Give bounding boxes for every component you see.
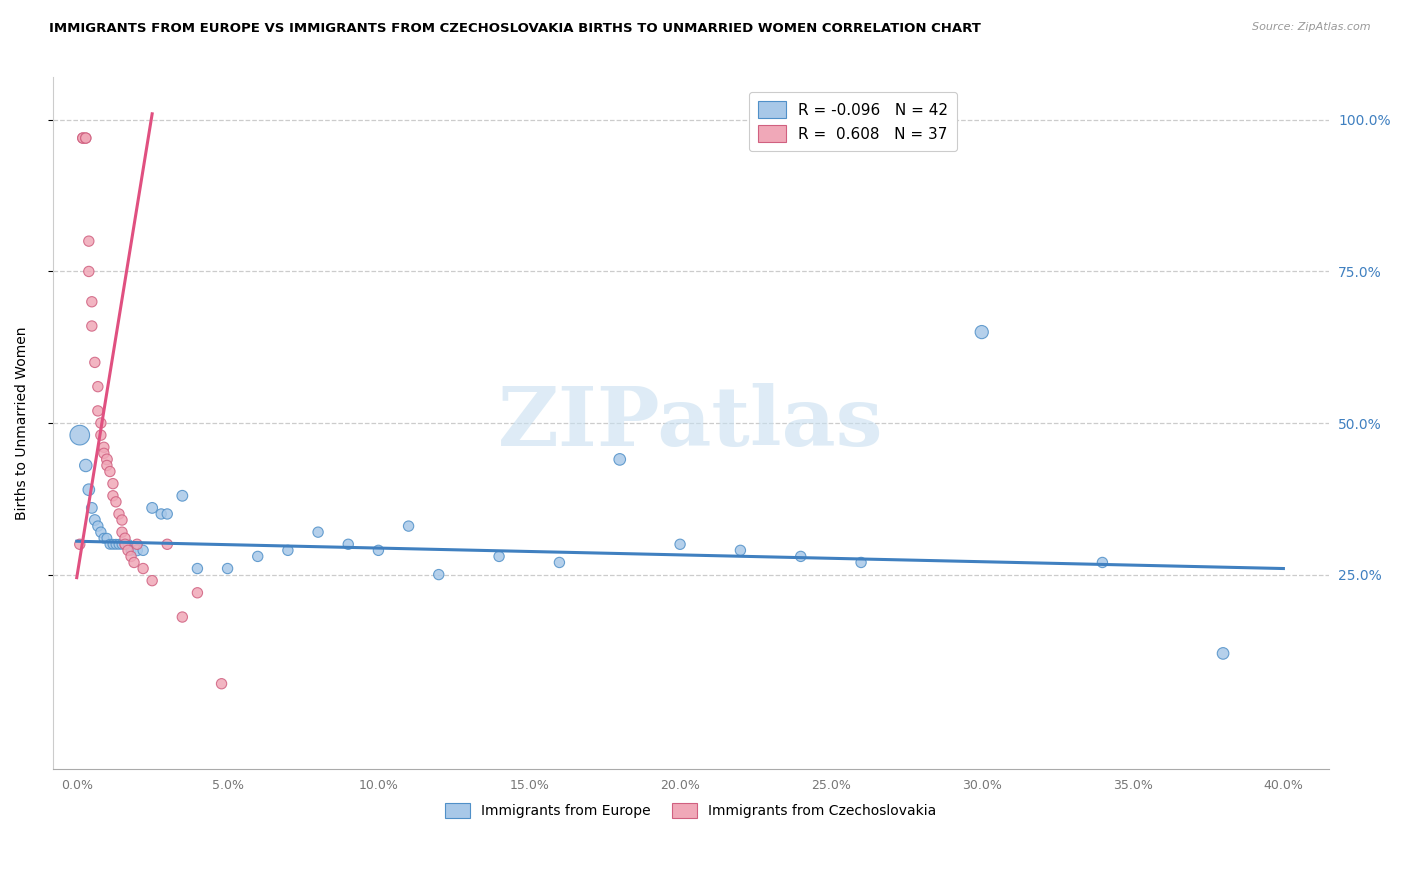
Point bbox=[141, 500, 163, 515]
Point bbox=[108, 507, 131, 521]
Point bbox=[211, 677, 233, 691]
Point bbox=[101, 489, 124, 503]
Point bbox=[69, 537, 91, 551]
Point bbox=[398, 519, 420, 533]
Point bbox=[96, 458, 118, 473]
Point bbox=[101, 537, 124, 551]
Point bbox=[72, 131, 94, 145]
Point bbox=[87, 519, 110, 533]
Point bbox=[75, 131, 97, 145]
Point bbox=[69, 428, 91, 442]
Point bbox=[80, 500, 103, 515]
Point bbox=[307, 525, 329, 540]
Point bbox=[98, 465, 121, 479]
Point bbox=[125, 543, 148, 558]
Point bbox=[120, 543, 142, 558]
Point bbox=[83, 513, 105, 527]
Point bbox=[87, 404, 110, 418]
Point bbox=[80, 318, 103, 333]
Point bbox=[132, 543, 155, 558]
Point bbox=[93, 531, 115, 545]
Point bbox=[114, 537, 136, 551]
Y-axis label: Births to Unmarried Women: Births to Unmarried Women bbox=[15, 326, 30, 520]
Point bbox=[117, 543, 139, 558]
Point bbox=[93, 440, 115, 454]
Point bbox=[217, 561, 239, 575]
Point bbox=[122, 556, 145, 570]
Point bbox=[77, 483, 100, 497]
Point bbox=[111, 537, 134, 551]
Point bbox=[337, 537, 360, 551]
Point bbox=[277, 543, 299, 558]
Point bbox=[98, 537, 121, 551]
Point bbox=[246, 549, 269, 564]
Point bbox=[80, 294, 103, 309]
Text: ZIPatlas: ZIPatlas bbox=[498, 383, 883, 463]
Point bbox=[156, 507, 179, 521]
Point bbox=[117, 537, 139, 551]
Point bbox=[548, 556, 571, 570]
Point bbox=[75, 458, 97, 473]
Point bbox=[77, 234, 100, 248]
Point bbox=[367, 543, 389, 558]
Point bbox=[488, 549, 510, 564]
Point bbox=[730, 543, 752, 558]
Point bbox=[96, 531, 118, 545]
Point bbox=[609, 452, 631, 467]
Point bbox=[150, 507, 173, 521]
Point bbox=[1091, 556, 1114, 570]
Point bbox=[132, 561, 155, 575]
Point bbox=[172, 610, 194, 624]
Point bbox=[77, 264, 100, 278]
Legend: Immigrants from Europe, Immigrants from Czechoslovakia: Immigrants from Europe, Immigrants from … bbox=[440, 797, 942, 824]
Point bbox=[108, 537, 131, 551]
Text: IMMIGRANTS FROM EUROPE VS IMMIGRANTS FROM CZECHOSLOVAKIA BIRTHS TO UNMARRIED WOM: IMMIGRANTS FROM EUROPE VS IMMIGRANTS FRO… bbox=[49, 22, 981, 36]
Point bbox=[90, 525, 112, 540]
Point bbox=[790, 549, 813, 564]
Point bbox=[111, 513, 134, 527]
Text: Source: ZipAtlas.com: Source: ZipAtlas.com bbox=[1253, 22, 1371, 32]
Point bbox=[104, 495, 127, 509]
Point bbox=[125, 537, 148, 551]
Point bbox=[141, 574, 163, 588]
Point bbox=[1212, 647, 1234, 661]
Point bbox=[114, 531, 136, 545]
Point bbox=[849, 556, 872, 570]
Point bbox=[87, 379, 110, 393]
Point bbox=[186, 561, 208, 575]
Point bbox=[970, 325, 993, 339]
Point bbox=[96, 452, 118, 467]
Point bbox=[104, 537, 127, 551]
Point bbox=[669, 537, 692, 551]
Point bbox=[172, 489, 194, 503]
Point bbox=[427, 567, 450, 582]
Point bbox=[186, 586, 208, 600]
Point bbox=[83, 355, 105, 369]
Point bbox=[90, 416, 112, 430]
Point bbox=[101, 476, 124, 491]
Point bbox=[75, 131, 97, 145]
Point bbox=[111, 525, 134, 540]
Point bbox=[114, 537, 136, 551]
Point bbox=[156, 537, 179, 551]
Point bbox=[72, 131, 94, 145]
Point bbox=[120, 549, 142, 564]
Point bbox=[90, 428, 112, 442]
Point bbox=[93, 446, 115, 460]
